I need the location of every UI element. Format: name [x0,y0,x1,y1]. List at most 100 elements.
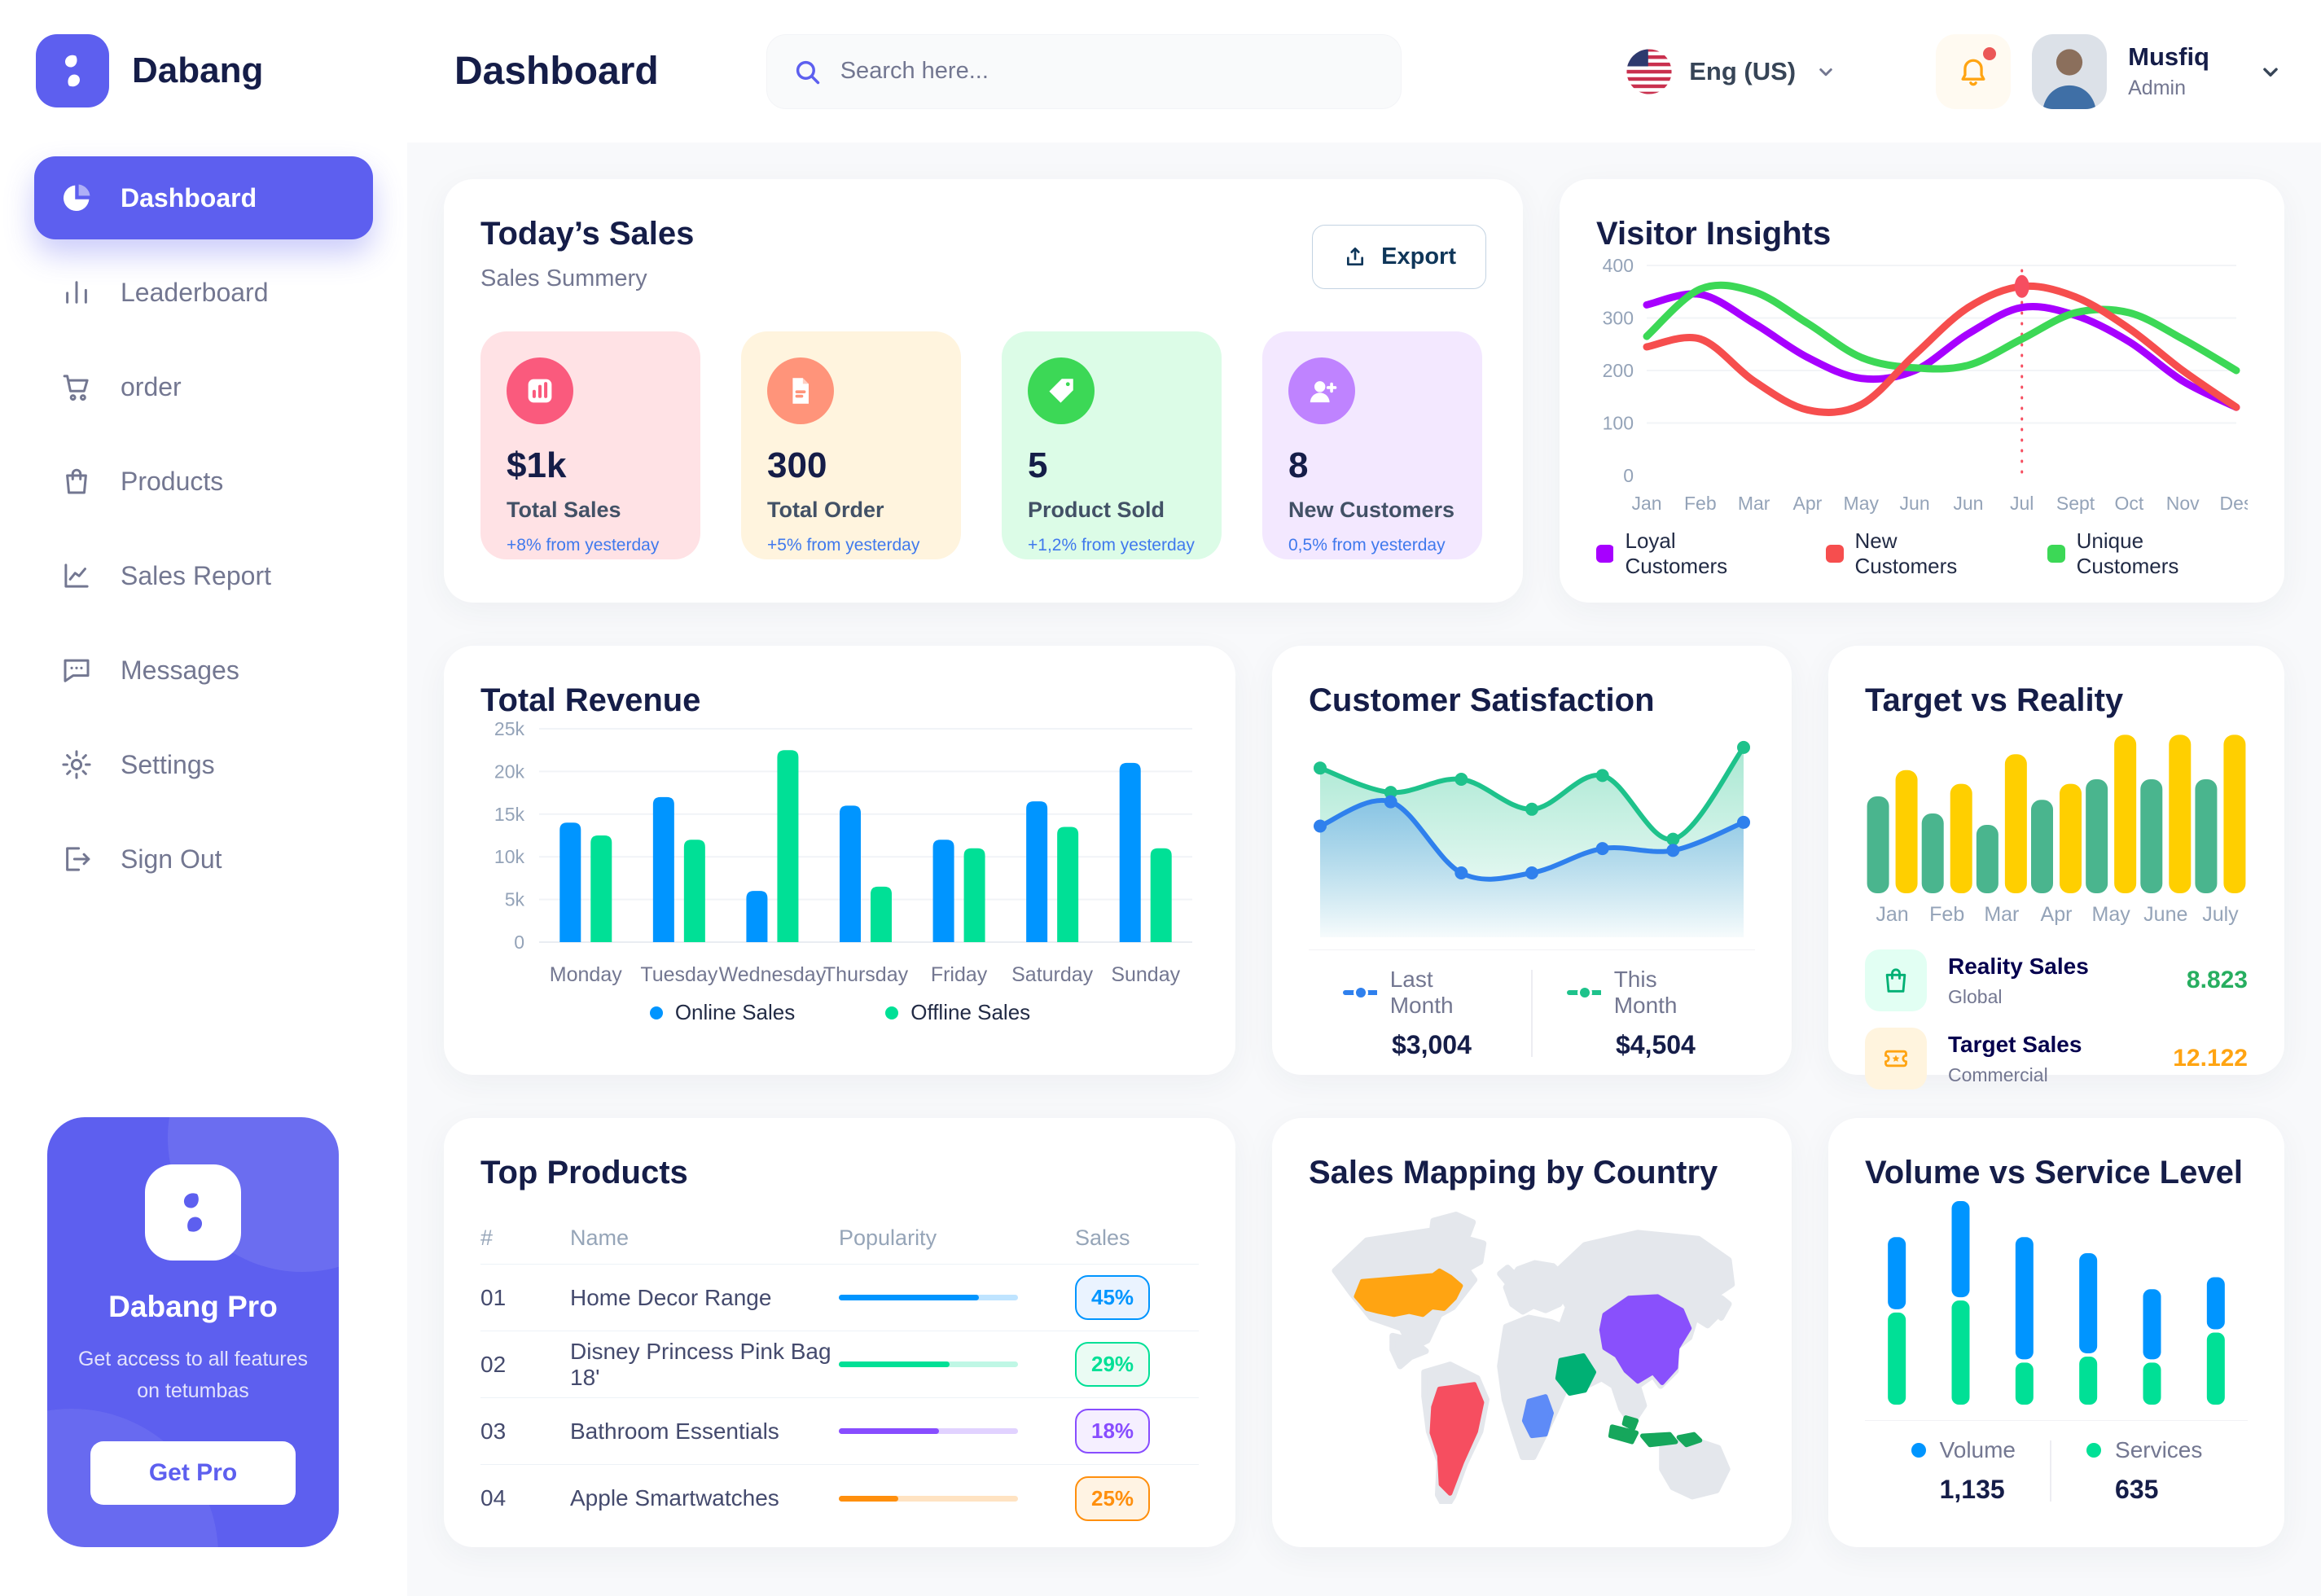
sales-badge: 45% [1075,1275,1151,1320]
search-input[interactable] [840,58,1376,85]
legend-unique-customers: Unique Customers [2047,528,2248,579]
country-indonesia [1608,1424,1639,1445]
target-vs-reality-svg: Jan Feb Mar Apr May June July [1867,734,2246,926]
todays-sales-card: Today’s Sales Sales Summery Export $1k To… [444,179,1523,603]
tag-icon [1028,357,1095,424]
brand-name: Dabang [132,50,264,90]
pro-subtitle: Get access to all features on tetumbas [77,1348,309,1402]
user-name: Musfiq [2128,42,2209,71]
sidebar-item-messages[interactable]: Messages [34,629,373,712]
world-map [1332,1212,1735,1512]
sales-badge: 25% [1075,1475,1151,1521]
svg-text:Friday: Friday [931,963,988,986]
todays-sales-title: Today’s Sales [480,216,695,252]
svg-text:200: 200 [1603,360,1634,381]
todays-sales-subtitle: Sales Summery [480,265,647,292]
get-pro-button[interactable]: Get Pro [90,1440,296,1505]
svg-text:Apr: Apr [1793,493,1823,514]
visitor-insights-svg: 0 100 200 300 400 Jan Feb Mar Apr May Jun Jun Jul Sep… [1603,255,2253,514]
country-usa [1354,1268,1463,1318]
sidebar-item-sales-report[interactable]: Sales Report [34,534,373,617]
sales-mapping-card: Sales Mapping by Country [1272,1118,1792,1547]
product-rank: 02 [480,1351,507,1377]
legend-volume: Volume 1,135 [1876,1437,2050,1505]
sidebar-item-settings[interactable]: Settings [34,723,373,806]
notifications-button[interactable] [1936,33,2012,109]
messages-icon [59,653,94,687]
svg-text:Oct: Oct [2114,493,2143,514]
product-name: Apple Smartwatches [570,1485,779,1510]
sidebar-item-order[interactable]: order [34,345,373,428]
product-rank: 04 [480,1485,507,1510]
stat-label: Total Sales [507,498,621,522]
svg-text:Saturday: Saturday [1011,963,1094,986]
svg-text:May: May [1844,493,1880,514]
visitor-insights-card: Visitor Insights 0 100 200 300 400 Jan Feb Mar A… [1560,179,2284,603]
product-name: Disney Princess Pink Bag 18' [570,1338,831,1390]
country-congo [1521,1394,1554,1439]
country-china [1599,1294,1692,1385]
product-row-03: 03 Bathroom Essentials 18% [480,1398,1199,1465]
dashboard-icon [59,181,94,215]
volume-vs-service-title: Volume vs Service Level [1865,1155,2243,1190]
bag-icon [1865,949,1927,1011]
sidebar-item-dashboard[interactable]: Dashboard [34,156,373,239]
main-content: Today’s Sales Sales Summery Export $1k To… [407,142,2321,1596]
svg-text:Jan: Jan [1631,493,1661,514]
svg-text:Jan: Jan [1876,903,1908,926]
top-products-card: Top Products # Name Popularity Sales 01 Home … [444,1118,1235,1547]
export-button[interactable]: Export [1312,225,1486,289]
brand[interactable]: Dabang [0,0,407,107]
notification-badge [1983,46,1997,60]
settings-icon [59,748,94,782]
svg-text:300: 300 [1603,308,1634,329]
svg-text:5k: 5k [505,889,525,910]
product-row-02: 02 Disney Princess Pink Bag 18' 29% [480,1331,1199,1398]
customer-satisfaction-card: Customer Satisfaction Last Month $3,004 Th… [1272,646,1792,1075]
volume-vs-service-chart [1865,1199,2248,1412]
user-icon [1288,357,1355,424]
legend-services: Services 635 [2051,1437,2236,1505]
pro-title: Dabang Pro [108,1290,278,1323]
visitor-insights-title: Visitor Insights [1596,216,1832,252]
svg-text:Sunday: Sunday [1111,963,1180,986]
svg-text:June: June [2143,903,2187,926]
leaderboard-icon [59,275,94,309]
volume-vs-service-legend: Volume 1,135 Services 635 [1865,1437,2248,1505]
sales-report-icon [59,559,94,593]
target-vs-reality-card: Target vs Reality Jan Feb Mar Apr May June Jul… [1828,646,2284,1090]
language-selector[interactable]: Eng (US) [1689,56,1797,86]
pro-logo-icon [145,1164,241,1261]
language-chevron-down-icon[interactable] [1814,59,1838,84]
sidebar-item-products[interactable]: Products [34,440,373,523]
bell-icon [1955,54,1991,90]
sidebar-item-leaderboard[interactable]: Leaderboard [34,251,373,334]
profile-chevron-down-icon[interactable] [2257,58,2284,86]
total-revenue-svg: 0 5k 10k 15k 20k 25k Monday Tuesday WednesdayThu… [494,718,1192,986]
sidebar: Dabang Dashboard Leaderboard order Products… [0,0,407,1596]
volume-vs-service-svg [1888,1201,2225,1405]
svg-text:Wednesday: Wednesday [719,963,827,986]
legend-last-month: Last Month $3,004 [1309,967,1531,1060]
country-indonesia [1639,1432,1678,1448]
stat-card-total-sales: $1k Total Sales +8% from yesterday [480,331,700,559]
legend-offline-sales: Offline Sales [884,1000,1030,1025]
popularity-bar [839,1295,1018,1300]
chart-icon [507,357,573,424]
ticket-icon [1865,1028,1927,1090]
svg-text:15k: 15k [494,804,525,825]
stat-value: 8 [1288,445,1309,485]
page-title: Dashboard [454,50,659,93]
search-icon [792,56,823,87]
stat-card-product-sold: 5 Product Sold +1,2% from yesterday [1002,331,1222,559]
svg-text:100: 100 [1603,413,1634,434]
svg-text:Jul: Jul [2010,493,2034,514]
avatar[interactable] [2032,33,2108,109]
legend-reality-sales: Reality Sales Global 8.823 [1865,949,2248,1011]
stat-label: Total Order [767,498,884,522]
top-products-table: # Name Popularity Sales 01 Home Decor Range 45… [480,1212,1199,1532]
sidebar-item-sign-out[interactable]: Sign Out [34,818,373,901]
stat-card-total-order: 300 Total Order +5% from yesterday [741,331,961,559]
svg-text:400: 400 [1603,255,1634,276]
export-icon [1342,244,1368,270]
